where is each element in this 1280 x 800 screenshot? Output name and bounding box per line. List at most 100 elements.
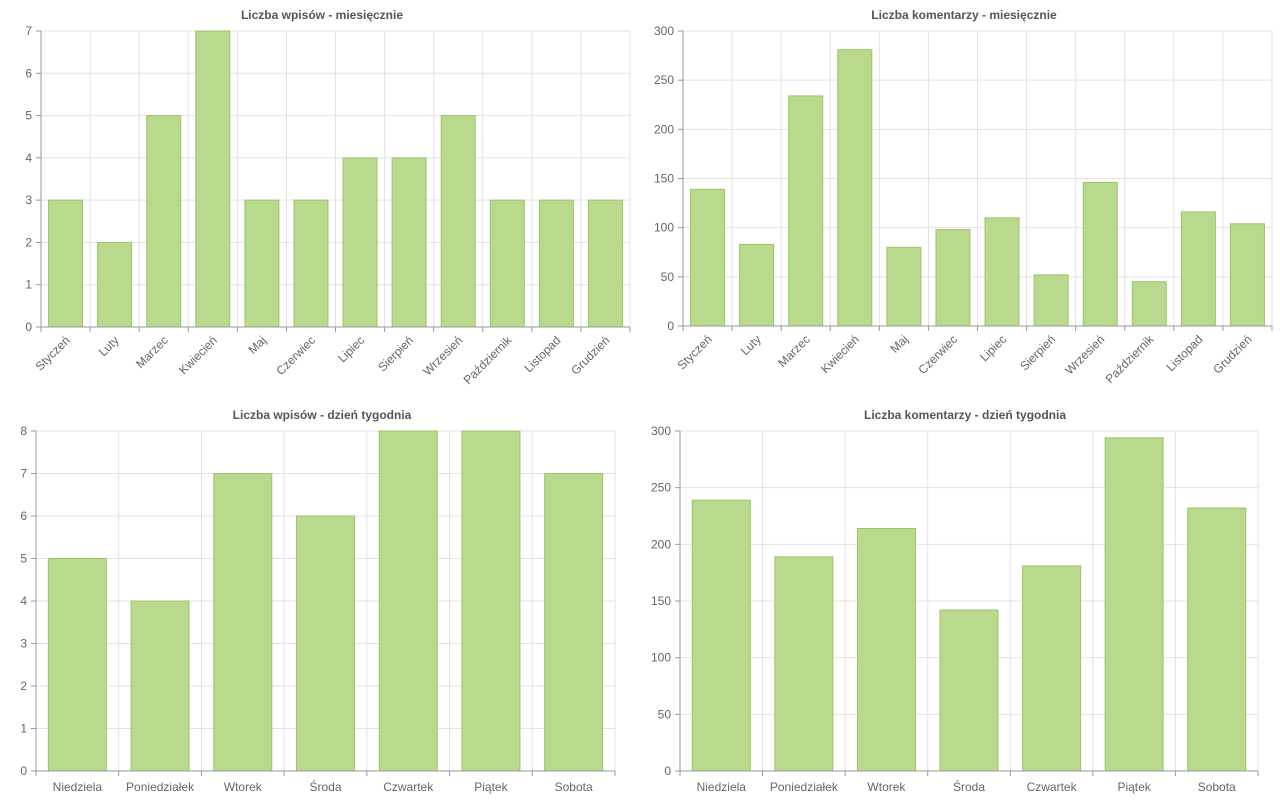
y-tick-label: 6 [25, 66, 32, 80]
chart-title: Liczba komentarzy - miesięcznie [871, 8, 1057, 22]
y-tick-label: 150 [651, 594, 671, 608]
y-tick-label: 50 [661, 270, 675, 284]
bar [1131, 281, 1167, 327]
x-tick-label: Kwiecień [818, 332, 862, 376]
y-tick-label: 2 [20, 679, 27, 693]
y-tick-label: 3 [25, 193, 32, 207]
y-tick-label: 5 [25, 109, 32, 123]
y-tick-label: 3 [20, 637, 27, 651]
bar [538, 199, 574, 328]
x-tick-label: Sobota [555, 780, 593, 794]
chart-comments-monthly-svg: Liczba komentarzy - miesięcznie 0 50 100 150… [654, 8, 1273, 386]
chart-comments-weekday-svg: Liczba komentarzy - dzień tygodnia 0 50 100… [651, 408, 1259, 794]
x-tick-label: Wtorek [224, 780, 263, 794]
x-tick-label: Lipiec [335, 333, 367, 365]
bar [342, 157, 378, 328]
x-tick-label: Środa [953, 779, 985, 794]
bar [837, 49, 873, 327]
y-tick-label: 5 [20, 552, 27, 566]
bar [489, 199, 525, 328]
y-tick-label: 250 [654, 73, 674, 87]
x-tick-label: Czerwiec [273, 333, 318, 378]
bar [97, 241, 133, 328]
y-tick-label: 6 [20, 509, 27, 523]
bar [1104, 437, 1164, 772]
bar [739, 243, 775, 327]
bar [130, 600, 190, 772]
bar [461, 430, 521, 772]
y-tick-label: 1 [25, 278, 32, 292]
y-tick-label: 4 [20, 594, 27, 608]
y-tick-label: 0 [667, 319, 674, 333]
x-tick-label: Niedziela [53, 780, 103, 794]
x-tick-label: Kwiecień [176, 333, 220, 377]
y-tick-label: 1 [20, 722, 27, 736]
bar [48, 199, 84, 328]
x-tick-label: Luty [738, 332, 764, 358]
y-tick-label: 0 [25, 320, 32, 334]
x-tick-label: Wtorek [867, 780, 906, 794]
y-tick-label: 7 [25, 24, 32, 38]
y-tick-label: 250 [651, 481, 671, 495]
bar [1187, 507, 1247, 772]
x-tick-label: Niedziela [697, 780, 747, 794]
bar [935, 229, 971, 327]
x-tick-label: Poniedziałek [770, 780, 839, 794]
bar [587, 199, 623, 328]
x-tick-label: Sierpień [1017, 332, 1058, 373]
x-tick-label: Środa [309, 779, 341, 794]
chart-title: Liczba wpisów - dzień tygodnia [233, 408, 412, 422]
x-tick-label: Listopad [522, 333, 564, 375]
y-tick-label: 0 [20, 764, 27, 778]
bar [1180, 211, 1216, 327]
x-tick-label: Czerwiec [915, 332, 960, 377]
chart-title: Liczba wpisów - miesięcznie [241, 8, 403, 22]
bar [788, 95, 824, 327]
bar [1033, 274, 1069, 327]
x-tick-label: Grudzień [568, 333, 612, 377]
x-tick-label: Maj [245, 333, 269, 357]
y-tick-label: 4 [25, 151, 32, 165]
bar [1229, 223, 1265, 327]
y-tick-label: 50 [658, 707, 672, 721]
x-tick-label: Maj [887, 332, 911, 356]
bar [984, 217, 1020, 327]
bar [690, 188, 726, 327]
x-tick-label: Lipiec [977, 332, 1009, 364]
y-tick-label: 8 [20, 424, 27, 438]
chart-posts-weekday-svg: Liczba wpisów - dzień tygodnia 0 1 2 3 4 5 6 7 8 N… [20, 408, 616, 794]
x-tick-label: Piątek [1117, 780, 1151, 794]
x-tick-label: Marzec [133, 333, 171, 371]
y-tick-label: 200 [651, 537, 671, 551]
bar [1022, 565, 1082, 772]
x-tick-label: Luty [96, 333, 122, 359]
chart-title: Liczba komentarzy - dzień tygodnia [864, 408, 1066, 422]
chart-comments-monthly: Liczba komentarzy - miesięcznie 0 50 100 150… [640, 0, 1280, 400]
y-tick-label: 200 [654, 122, 674, 136]
bar [886, 246, 922, 327]
bar [774, 556, 834, 772]
x-tick-label: Piątek [474, 780, 508, 794]
bar [244, 199, 280, 328]
bar [939, 609, 999, 772]
bar [213, 473, 273, 772]
y-tick-label: 300 [651, 424, 671, 438]
bar [544, 473, 604, 772]
y-tick-label: 2 [25, 235, 32, 249]
chart-posts-monthly-svg: Liczba wpisów - miesięcznie 0 1 2 3 4 5 6 7 Stycz… [25, 8, 631, 387]
y-tick-label: 300 [654, 24, 674, 38]
bar [146, 115, 182, 328]
x-tick-label: Wrzesień [1062, 332, 1107, 377]
y-tick-label: 0 [664, 764, 671, 778]
y-tick-label: 7 [20, 467, 27, 481]
x-tick-label: Sobota [1198, 780, 1236, 794]
bar [195, 30, 231, 328]
y-tick-label: 100 [651, 651, 671, 665]
x-tick-label: Poniedziałek [126, 780, 195, 794]
bar [440, 115, 476, 328]
x-tick-label: Czwartek [1027, 780, 1078, 794]
bar [1082, 181, 1118, 327]
chart-posts-monthly: Liczba wpisów - miesięcznie 0 1 2 3 4 5 6 7 Stycz… [0, 0, 640, 400]
x-tick-label: Październik [461, 333, 515, 387]
x-tick-label: Sierpień [375, 333, 416, 374]
